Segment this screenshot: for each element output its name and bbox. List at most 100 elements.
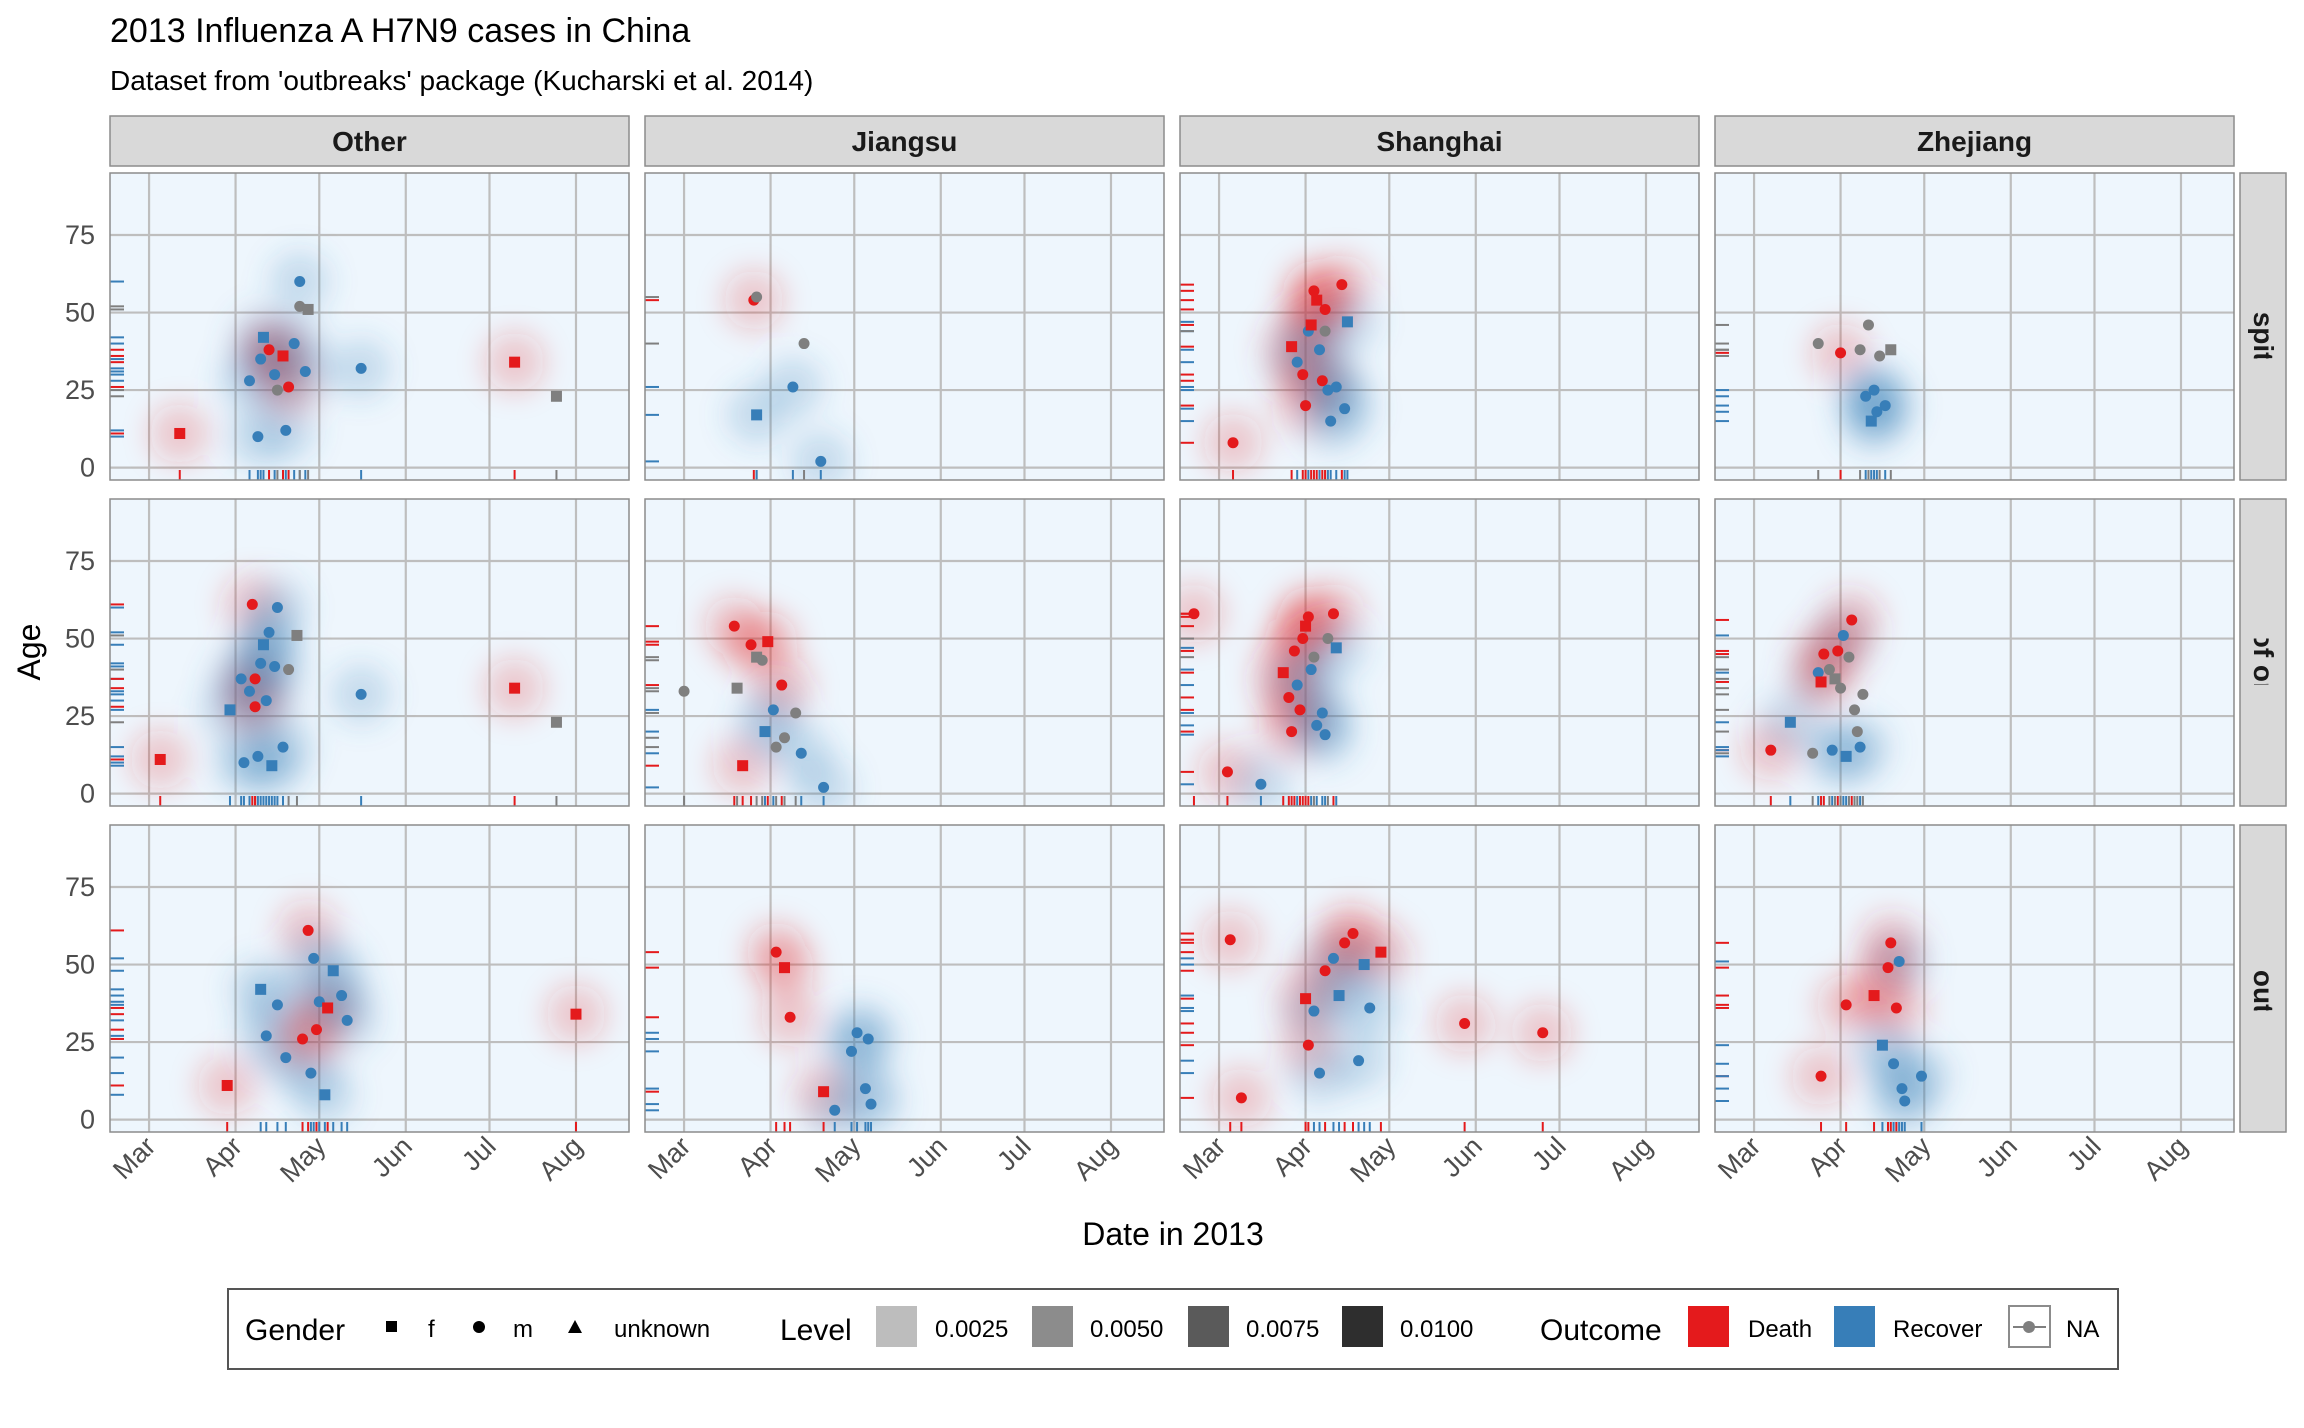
data-point	[767, 704, 779, 716]
data-point	[1459, 1017, 1471, 1029]
data-point	[1815, 676, 1827, 688]
strip-date-of-onset	[2239, 498, 2287, 807]
strip-other	[109, 115, 630, 167]
data-point	[550, 390, 562, 402]
strip-jiangsu	[644, 115, 1165, 167]
x-tick-label: Apr	[1267, 1131, 1318, 1182]
panel-border	[644, 172, 1165, 481]
x-tick-label: Mar	[107, 1131, 161, 1185]
data-point	[1784, 716, 1796, 728]
data-point	[790, 707, 802, 719]
data-point	[1835, 682, 1847, 694]
panel-border	[1179, 498, 1700, 807]
data-point	[266, 760, 278, 772]
data-point	[249, 673, 261, 685]
data-point	[1305, 319, 1317, 331]
panel-background	[645, 825, 1164, 1132]
x-tick-label: Mar	[642, 1131, 696, 1185]
legend-outcome-na: NA	[2066, 1316, 2099, 1343]
x-tick-label: Aug	[533, 1131, 588, 1186]
strip-zhejiang	[1714, 115, 2235, 167]
chart-subtitle: Dataset from 'outbreaks' package (Kuchar…	[110, 65, 813, 96]
data-point	[255, 353, 267, 365]
data-point	[737, 760, 749, 772]
data-point	[1227, 437, 1239, 449]
x-tick-label: Jul	[991, 1131, 1037, 1177]
data-point	[1358, 959, 1370, 971]
data-point	[1188, 608, 1200, 620]
panel-zhejiang-date-of-outcome	[1714, 824, 2235, 1133]
data-point	[1330, 642, 1342, 654]
legend-outcome-title: Outcome	[1540, 1314, 1662, 1347]
data-point	[1297, 369, 1309, 381]
data-point	[678, 685, 690, 697]
x-tick-label: Jun	[901, 1131, 953, 1183]
panel-background	[110, 499, 629, 806]
data-point	[327, 965, 339, 977]
panel-background	[1180, 825, 1699, 1132]
legend-outcome-recover-swatch	[1834, 1306, 1875, 1347]
data-point	[260, 1030, 272, 1042]
data-point	[1333, 990, 1345, 1002]
data-point	[1300, 400, 1312, 412]
data-point	[1893, 955, 1905, 967]
data-point	[1851, 726, 1863, 738]
panel-other-date-of-hospitalisation	[109, 172, 630, 481]
panel-other-date-of-onset	[109, 498, 630, 807]
legend-outcome-death: Death	[1748, 1316, 1812, 1343]
data-point	[1837, 629, 1849, 641]
panel-border	[109, 172, 630, 481]
panel-border	[1714, 824, 2235, 1133]
data-point	[745, 639, 757, 651]
data-point	[751, 291, 763, 303]
legend-level-swatch-1	[876, 1306, 917, 1347]
data-point	[269, 660, 281, 672]
panel-zhejiang-date-of-hospitalisation	[1714, 172, 2235, 481]
data-point	[1316, 707, 1328, 719]
data-point	[238, 757, 250, 769]
data-point	[355, 362, 367, 374]
x-tick-label: Apr	[197, 1131, 248, 1182]
data-point	[1255, 778, 1267, 790]
data-point	[1291, 679, 1303, 691]
data-point	[260, 695, 272, 707]
y-tick-label: 25	[65, 701, 95, 731]
data-point	[174, 427, 186, 439]
data-point	[283, 381, 295, 393]
legend: Gender f m unknown Level 0.0025 0.0050 0…	[227, 1288, 2119, 1370]
x-tick-label: Mar	[1177, 1131, 1231, 1185]
data-point	[1818, 648, 1830, 660]
data-point	[751, 651, 763, 663]
y-tick-label: 50	[65, 950, 95, 980]
panel-border	[1179, 172, 1700, 481]
data-point	[759, 726, 771, 738]
data-point	[1835, 347, 1847, 359]
data-point	[1339, 937, 1351, 949]
data-point	[815, 455, 827, 467]
legend-outcome-na-dot	[2023, 1321, 2035, 1333]
data-point	[845, 1045, 857, 1057]
x-tick-label: Apr	[1802, 1131, 1853, 1182]
x-tick-label: May	[809, 1131, 867, 1189]
data-point	[756, 654, 768, 666]
x-axis-label: Date in 2013	[1082, 1216, 1263, 1252]
legend-gender-f-symbol	[386, 1321, 397, 1332]
data-point	[779, 962, 791, 974]
panel-background	[110, 825, 629, 1132]
legend-level-3: 0.0075	[1246, 1316, 1319, 1343]
data-point	[1860, 390, 1872, 402]
data-point	[277, 741, 289, 753]
y-tick-label: 75	[65, 872, 95, 902]
data-point	[257, 331, 269, 343]
x-tick-label: Aug	[1603, 1131, 1658, 1186]
strip-label-date-of-outcome: date of outcome	[2248, 870, 2279, 1086]
data-point	[1826, 744, 1838, 756]
data-point	[1327, 608, 1339, 620]
legend-box	[227, 1288, 2119, 1370]
data-point	[1537, 1027, 1549, 1039]
legend-gender-unknown: unknown	[614, 1316, 710, 1343]
data-point	[299, 365, 311, 377]
data-point	[355, 688, 367, 700]
data-point	[288, 338, 300, 350]
data-point	[570, 1008, 582, 1020]
